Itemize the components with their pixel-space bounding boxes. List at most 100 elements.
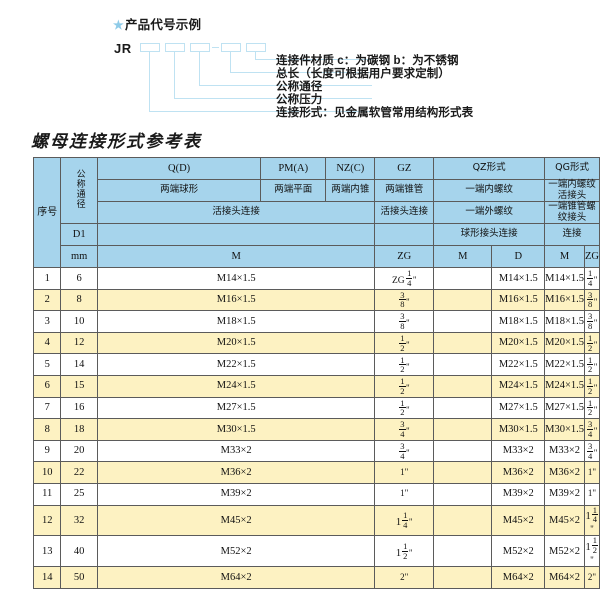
cell-qz-d: M14×1.5 bbox=[491, 267, 546, 290]
cell-qz-d: M64×2 bbox=[491, 566, 546, 589]
cell-qz-m bbox=[433, 288, 493, 312]
header-unit-m: M bbox=[96, 245, 376, 268]
table-row: 8 18 M30×1.5 3 4 " M30×1.5 M30×1.5 3 4 " bbox=[32, 418, 600, 441]
header-unit-mm: mm bbox=[60, 245, 98, 268]
cell-qg-m: M14×1.5 bbox=[544, 267, 585, 290]
cell-nominal-diameter: 15 bbox=[60, 374, 98, 398]
header-d1: D1 bbox=[60, 223, 98, 246]
cell-qg-m: M22×1.5 bbox=[544, 353, 585, 376]
header-unit-qz-m: M bbox=[433, 245, 493, 268]
cell-thread-m: M45×2 bbox=[96, 504, 376, 537]
cell-qz-d: M27×1.5 bbox=[491, 396, 546, 420]
header-unit-qz-d: D bbox=[491, 245, 546, 268]
cell-seq: 10 bbox=[32, 461, 62, 484]
header-nominal-diameter-text: 公称通径 bbox=[74, 168, 85, 209]
cell-thread-m: M16×1.5 bbox=[96, 288, 376, 312]
cell-qg-zg: 1 2 " bbox=[584, 374, 600, 398]
cell-qg-m: M18×1.5 bbox=[544, 310, 585, 333]
header-group-desc-gz: 两端锥管 bbox=[374, 179, 435, 202]
cell-gz-zg: 1 1 4 " bbox=[374, 504, 435, 537]
table-header: 序号 公称通径 Q(D) PM(A) NZ(C) GZ QZ形式 QG形式 两端… bbox=[32, 157, 600, 268]
leader-line-2-vertical bbox=[174, 52, 176, 99]
cell-qg-zg: 1" bbox=[584, 482, 600, 506]
cell-qz-m bbox=[433, 331, 493, 355]
header-connection-qz: 一端外螺纹 bbox=[433, 201, 546, 224]
header-group-desc-pma: 两端平面 bbox=[260, 179, 327, 202]
leader-line-3-vertical bbox=[199, 52, 201, 86]
header-row-descriptions: 两端球形 两端平面 两端内锥 两端锥管 一端内螺纹 一端内螺纹活接头 bbox=[34, 179, 600, 202]
cell-qg-zg: 1 2 " bbox=[584, 331, 600, 355]
nut-connection-reference-table: 序号 公称通径 Q(D) PM(A) NZ(C) GZ QZ形式 QG形式 两端… bbox=[32, 157, 600, 589]
cell-nominal-diameter: 40 bbox=[60, 535, 98, 568]
cell-qg-zg: 3 4 " bbox=[584, 418, 600, 441]
cell-qg-m: M16×1.5 bbox=[544, 288, 585, 312]
cell-gz-zg: 3 4 " bbox=[374, 418, 435, 441]
cell-qg-zg: 1 1 4 " bbox=[584, 504, 600, 537]
product-code-diagram: ★产品代号示例 JR 连接件材质 c：为碳钢 b：为不锈钢 总长（长度可根据用户… bbox=[0, 0, 600, 126]
table-row: 14 50 M64×2 2" M64×2 M64×2 2" bbox=[32, 566, 600, 589]
table-body: 1 6 M14×1.5 ZG 1 4 " M14×1.5 M14×1.5 1 4 " 2 8 M16×1.5… bbox=[32, 267, 600, 589]
cell-gz-zg: 3 4 " bbox=[374, 439, 435, 463]
cell-nominal-diameter: 6 bbox=[60, 267, 98, 290]
code-label-connection-type: 连接形式：见金属软管常用结构形式表 bbox=[276, 107, 474, 119]
cell-qz-d: M39×2 bbox=[491, 482, 546, 506]
leader-line-1-vertical bbox=[149, 52, 151, 112]
cell-seq: 14 bbox=[32, 566, 62, 589]
cell-qg-m: M24×1.5 bbox=[544, 374, 585, 398]
cell-qz-m bbox=[433, 374, 493, 398]
header-blank-gz bbox=[374, 223, 435, 246]
leader-line-5-vertical bbox=[255, 52, 257, 60]
leader-line-4-horizontal bbox=[230, 72, 372, 74]
cell-qg-zg: 3 4 " bbox=[584, 439, 600, 463]
leader-line-5-horizontal bbox=[255, 59, 372, 61]
cell-gz-zg: 1 1 2 " bbox=[374, 535, 435, 568]
cell-qz-m bbox=[433, 267, 493, 290]
header-connection-qpmnz: 活接头连接 bbox=[96, 201, 376, 224]
cell-gz-zg: 1 2 " bbox=[374, 353, 435, 376]
code-box-2 bbox=[165, 43, 185, 52]
cell-thread-m: M30×1.5 bbox=[96, 418, 376, 441]
table-row: 10 22 M36×2 1" M36×2 M36×2 1" bbox=[32, 461, 600, 484]
cell-nominal-diameter: 18 bbox=[60, 418, 98, 441]
code-label-length: 总长（长度可根据用户要求定制） bbox=[276, 68, 450, 80]
cell-thread-m: M39×2 bbox=[96, 482, 376, 506]
cell-qg-zg: 1 2 " bbox=[584, 396, 600, 420]
table-row: 12 32 M45×2 1 1 4 " M45×2 M45×2 1 1 4 " bbox=[32, 504, 600, 537]
cell-gz-zg: 3 8 " bbox=[374, 288, 435, 312]
cell-qz-m bbox=[433, 504, 493, 537]
cell-qz-d: M52×2 bbox=[491, 535, 546, 568]
cell-gz-zg: 1" bbox=[374, 482, 435, 506]
header-connection-qg: 一端锥管螺纹接头 bbox=[544, 201, 600, 224]
cell-qg-zg: 1 4 " bbox=[584, 267, 600, 290]
cell-thread-m: M64×2 bbox=[96, 566, 376, 589]
cell-qg-m: M36×2 bbox=[544, 461, 585, 484]
cell-gz-zg: 1 2 " bbox=[374, 396, 435, 420]
code-box-4 bbox=[221, 43, 241, 52]
cell-nominal-diameter: 22 bbox=[60, 461, 98, 484]
header-unit-gz-zg: ZG bbox=[374, 245, 435, 268]
cell-nominal-diameter: 8 bbox=[60, 288, 98, 312]
cell-qz-m bbox=[433, 418, 493, 441]
header-connect-qg: 连接 bbox=[544, 223, 600, 246]
cell-thread-m: M18×1.5 bbox=[96, 310, 376, 333]
cell-qg-m: M30×1.5 bbox=[544, 418, 585, 441]
table-row: 3 10 M18×1.5 3 8 " M18×1.5 M18×1.5 3 8 " bbox=[32, 310, 600, 333]
table-row: 13 40 M52×2 1 1 2 " M52×2 M52×2 1 1 2 " bbox=[32, 535, 600, 568]
cell-qz-m bbox=[433, 461, 493, 484]
product-code-heading: ★产品代号示例 bbox=[113, 14, 201, 33]
cell-thread-m: M14×1.5 bbox=[96, 267, 376, 290]
cell-seq: 5 bbox=[32, 353, 62, 376]
header-unit-qg-m: M bbox=[544, 245, 585, 268]
code-box-1 bbox=[140, 43, 160, 52]
cell-seq: 2 bbox=[32, 288, 62, 312]
cell-qz-d: M30×1.5 bbox=[491, 418, 546, 441]
header-group-desc-qz: 一端内螺纹 bbox=[433, 179, 546, 202]
cell-nominal-diameter: 20 bbox=[60, 439, 98, 463]
cell-qz-d: M18×1.5 bbox=[491, 310, 546, 333]
leader-line-1-horizontal bbox=[149, 111, 372, 113]
header-group-desc-qd: 两端球形 bbox=[96, 179, 262, 202]
leader-line-2-horizontal bbox=[174, 98, 372, 100]
cell-gz-zg: ZG 1 4 " bbox=[374, 267, 435, 290]
header-unit-qg-zg: ZG bbox=[584, 245, 600, 268]
header-group-desc-nzc: 两端内锥 bbox=[325, 179, 376, 202]
